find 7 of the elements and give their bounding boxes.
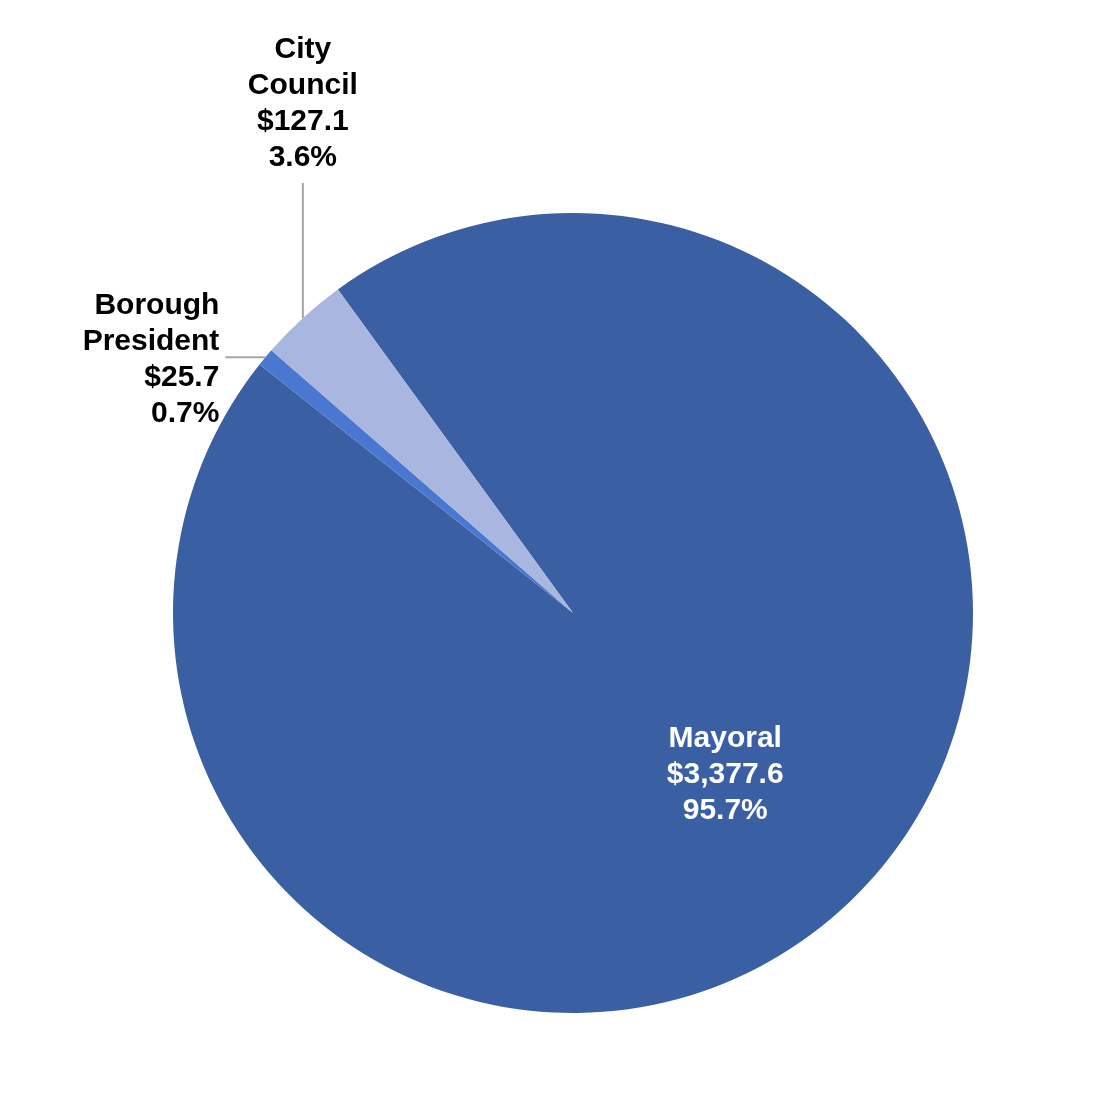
slice-label: Mayoral [668,719,782,753]
slice-label: City Council [247,30,358,100]
slice-label: Borough President [82,286,220,356]
pie-slice [271,289,573,613]
data-label: $3,377.6 95.7% [666,755,784,825]
data-label: $127.1 3.6% [256,102,349,172]
data-label: $25.7 0.7% [144,358,220,428]
